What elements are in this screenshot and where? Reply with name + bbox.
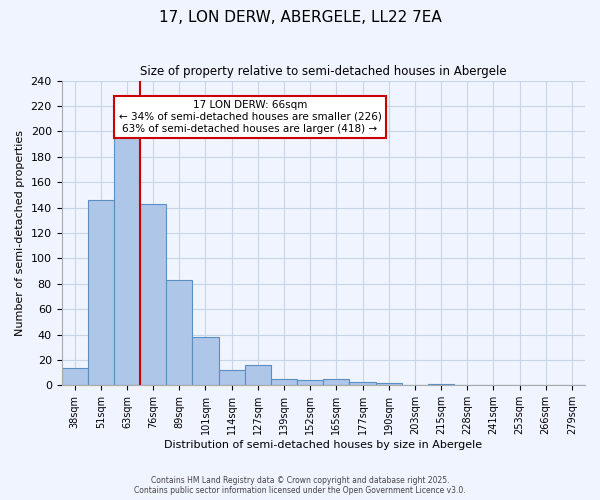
Bar <box>193 337 218 386</box>
Bar <box>323 379 349 386</box>
Bar <box>297 380 323 386</box>
Bar <box>62 368 88 386</box>
Bar <box>114 136 140 386</box>
Bar <box>245 365 271 386</box>
Bar <box>376 383 402 386</box>
Bar <box>349 382 376 386</box>
Bar <box>140 204 166 386</box>
Text: 17 LON DERW: 66sqm
← 34% of semi-detached houses are smaller (226)
63% of semi-d: 17 LON DERW: 66sqm ← 34% of semi-detache… <box>119 100 382 134</box>
Bar <box>166 280 193 386</box>
Text: Contains HM Land Registry data © Crown copyright and database right 2025.
Contai: Contains HM Land Registry data © Crown c… <box>134 476 466 495</box>
X-axis label: Distribution of semi-detached houses by size in Abergele: Distribution of semi-detached houses by … <box>164 440 482 450</box>
Y-axis label: Number of semi-detached properties: Number of semi-detached properties <box>15 130 25 336</box>
Bar <box>218 370 245 386</box>
Title: Size of property relative to semi-detached houses in Abergele: Size of property relative to semi-detach… <box>140 65 506 78</box>
Bar <box>88 200 114 386</box>
Text: 17, LON DERW, ABERGELE, LL22 7EA: 17, LON DERW, ABERGELE, LL22 7EA <box>158 10 442 25</box>
Bar <box>428 384 454 386</box>
Bar <box>271 379 297 386</box>
